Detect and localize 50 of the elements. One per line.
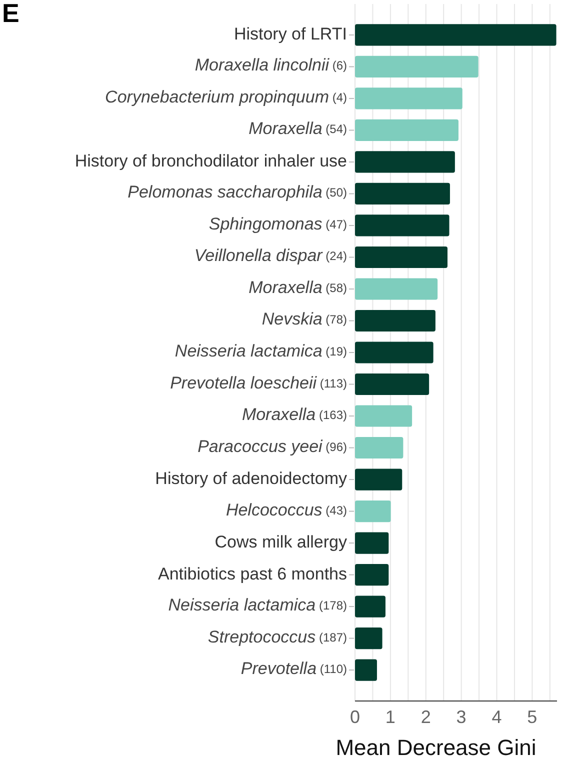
bar xyxy=(355,405,412,427)
y-tick-label: Sphingomonas (47) xyxy=(208,214,347,234)
y-tick-label: Prevotella loescheii (113) xyxy=(170,374,347,393)
bar xyxy=(355,88,462,110)
y-tick-label: Corynebacterium propinquum (4) xyxy=(105,88,348,107)
bar xyxy=(355,151,455,173)
y-tick-label: Neisseria lactamica (19) xyxy=(174,342,347,361)
y-tick-label: Nevskia (78) xyxy=(262,310,347,330)
x-tick-label: 0 xyxy=(350,707,360,727)
x-tick-label: 3 xyxy=(456,707,466,727)
x-tick-label: 1 xyxy=(385,707,396,727)
y-tick-label: History of adenoidectomy xyxy=(155,469,348,488)
y-tick-label: History of bronchodilator inhaler use xyxy=(74,151,347,170)
bar xyxy=(355,342,434,364)
bar xyxy=(355,627,382,650)
bar xyxy=(355,310,436,332)
bar xyxy=(355,119,458,142)
bar xyxy=(355,373,430,396)
y-tick-label: Prevotella (110) xyxy=(240,660,347,679)
y-tick-label: Antibiotics past 6 months xyxy=(158,564,347,584)
bar xyxy=(355,182,450,205)
bar xyxy=(355,659,377,681)
bar xyxy=(355,468,402,490)
y-tick-label: Pelomonas saccharophila (50) xyxy=(128,183,347,202)
bar xyxy=(355,500,391,522)
y-tick-label: Helcococcus (43) xyxy=(226,500,347,520)
bar xyxy=(355,246,448,268)
bar xyxy=(355,596,386,618)
bar xyxy=(355,436,404,459)
bar xyxy=(355,564,389,586)
y-tick-label: Streptococcus (187) xyxy=(208,628,347,647)
x-tick-label: 4 xyxy=(492,707,502,727)
x-tick-label: 2 xyxy=(420,707,431,727)
bar xyxy=(355,214,450,236)
x-tick-label: 5 xyxy=(527,707,538,727)
y-tick-label: History of LRTI xyxy=(234,24,347,44)
y-tick-label: Moraxella (54) xyxy=(248,120,347,139)
bar xyxy=(355,24,556,46)
y-tick-label: Paracoccus yeei (96) xyxy=(198,437,347,456)
y-tick-label: Moraxella (163) xyxy=(242,405,347,424)
text: E xyxy=(2,0,20,28)
bar xyxy=(355,278,438,300)
y-tick-label: Veillonella dispar (24) xyxy=(194,246,347,266)
y-tick-label: Moraxella (58) xyxy=(248,278,347,298)
x-axis-title: Mean Decrease Gini xyxy=(336,735,536,760)
y-tick-label: Cows milk allergy xyxy=(214,532,348,552)
bar xyxy=(355,532,389,554)
y-tick-label: Neisseria lactamica (178) xyxy=(168,596,347,616)
bar xyxy=(355,56,478,78)
y-tick-label: Moraxella lincolnii (6) xyxy=(194,56,348,76)
